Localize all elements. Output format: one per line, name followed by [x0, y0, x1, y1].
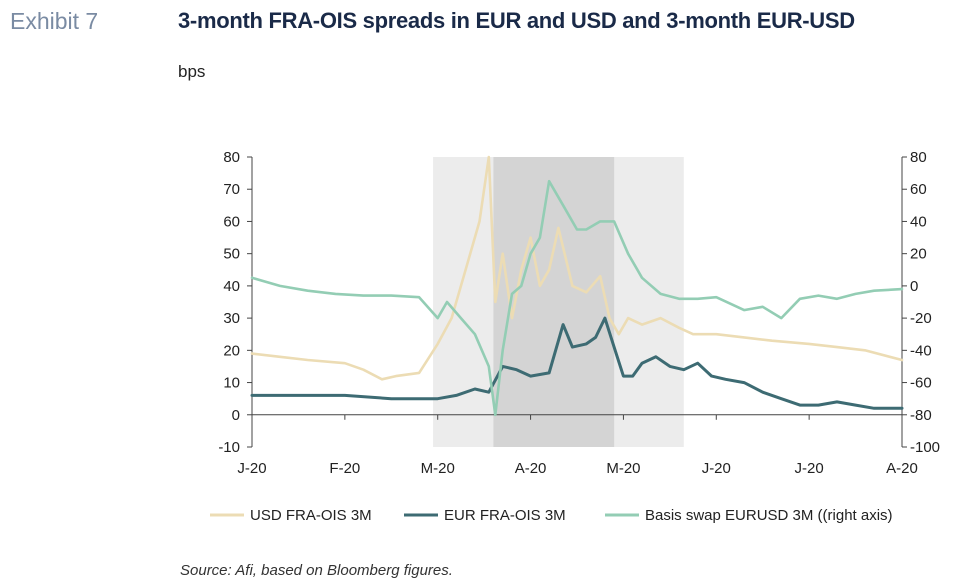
series-lines [250, 155, 904, 417]
right-tick-label: 80 [910, 149, 927, 166]
shaded-period-dark [493, 157, 615, 447]
x-tick-label: F-20 [329, 460, 360, 477]
left-tick-label: 60 [223, 213, 240, 230]
x-tick-label: M-20 [606, 460, 640, 477]
series-line-eur [250, 316, 904, 410]
left-tick-label: 80 [223, 149, 240, 166]
right-tick-label: 0 [910, 278, 918, 295]
exhibit-label: Exhibit 7 [10, 8, 99, 34]
legend-label-eur: EUR FRA-OIS 3M [444, 507, 566, 524]
legend: USD FRA-OIS 3M EUR FRA-OIS 3M Basis swap E… [210, 507, 893, 524]
x-tick-label: J-20 [795, 460, 824, 477]
right-tick-label: 20 [910, 246, 927, 263]
x-tick-label: A-20 [515, 460, 547, 477]
x-tick-label: A-20 [886, 460, 918, 477]
left-tick-label: 50 [223, 246, 240, 263]
chart-title: 3-month FRA-OIS spreads in EUR and USD a… [178, 8, 855, 33]
series-line-usd [250, 155, 904, 381]
unit-label: bps [178, 62, 206, 81]
x-tick-label: J-20 [702, 460, 731, 477]
series-line-basis [250, 179, 904, 417]
right-tick-label: 40 [910, 213, 927, 230]
left-tick-label: 20 [223, 342, 240, 359]
legend-label-basis: Basis swap EURUSD 3M ((right axis) [645, 507, 893, 524]
left-tick-label: 0 [232, 407, 240, 424]
left-tick-label: 70 [223, 181, 240, 198]
right-tick-label: -40 [910, 342, 932, 359]
legend-label-usd: USD FRA-OIS 3M [250, 507, 372, 524]
shaded-periods [433, 157, 684, 447]
left-tick-label: -10 [218, 439, 240, 456]
source-note: Source: Afi, based on Bloomberg figures. [180, 562, 453, 579]
left-tick-label: 30 [223, 310, 240, 327]
right-tick-label: -20 [910, 310, 932, 327]
right-tick-label: -60 [910, 375, 932, 392]
x-tick-label: J-20 [237, 460, 266, 477]
right-tick-label: -100 [910, 439, 940, 456]
left-tick-label: 40 [223, 278, 240, 295]
right-tick-label: -80 [910, 407, 932, 424]
x-tick-label: M-20 [421, 460, 455, 477]
axes: -1001020304050607080-100-80-60-40-200204… [218, 149, 940, 477]
right-tick-label: 60 [910, 181, 927, 198]
left-tick-label: 10 [223, 375, 240, 392]
